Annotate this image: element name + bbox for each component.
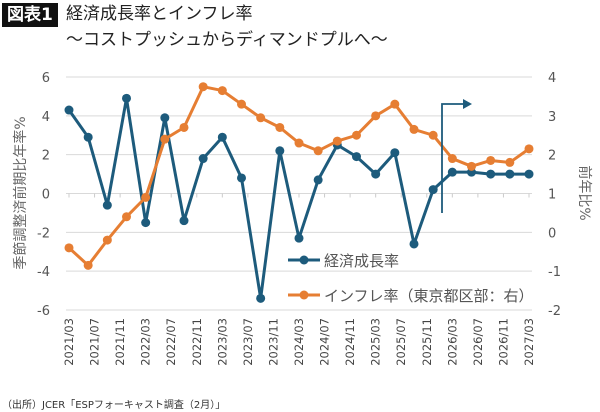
data-point (102, 200, 112, 210)
data-point (352, 130, 361, 140)
data-point (409, 124, 419, 134)
x-tick-label: 2026/11 (496, 318, 510, 366)
data-point (428, 130, 438, 140)
data-point (141, 218, 151, 228)
y-right-tick-label: -2 (548, 304, 561, 319)
y-left-tick-label: -6 (37, 304, 50, 319)
data-point (217, 86, 227, 96)
data-point (447, 167, 457, 177)
data-point (160, 113, 170, 123)
data-point (486, 169, 496, 179)
x-tick-label: 2022/11 (190, 318, 204, 366)
data-point (275, 122, 285, 132)
data-point (447, 154, 457, 164)
x-tick-label: 2025/07 (394, 318, 408, 366)
x-tick-label: 2022/03 (139, 318, 153, 366)
data-point (486, 155, 496, 165)
legend-label: インフレ率（東京都区部：右） (324, 287, 534, 305)
chart-title: 経済成長率とインフレ率 (66, 4, 253, 24)
data-point (390, 99, 400, 109)
y-right-tick-label: 2 (548, 149, 556, 164)
x-tick-label: 2021/07 (88, 318, 102, 366)
data-point (256, 293, 266, 303)
y-left-tick-label: 0 (42, 188, 50, 203)
forecast-arrow-head (463, 99, 472, 109)
data-point (390, 148, 400, 158)
data-point (524, 144, 534, 154)
data-point (179, 216, 189, 226)
x-tick-label: 2024/07 (318, 318, 332, 366)
y-left-axis-label: 季節調整済前期比年率% (12, 116, 29, 269)
legend-label: 経済成長率 (324, 252, 399, 270)
y-left-tick-label: 6 (42, 71, 50, 86)
x-tick-label: 2027/03 (522, 318, 536, 366)
data-point (256, 113, 266, 123)
data-point (179, 122, 189, 132)
data-point (505, 169, 515, 179)
data-point (83, 260, 93, 270)
source-note: （出所）JCER「ESPフォーキャスト調査（2月）」 (2, 400, 226, 411)
data-point (371, 111, 381, 121)
x-tick-label: 2025/03 (369, 318, 383, 366)
data-point (313, 175, 323, 185)
data-point (428, 185, 438, 195)
y-right-tick-label: 3 (548, 110, 556, 125)
y-right-tick-label: -1 (548, 265, 561, 280)
y-right-tick-label: 4 (548, 71, 556, 86)
legend-marker (299, 255, 309, 265)
data-point (83, 132, 93, 142)
series-line-0 (67, 96, 529, 300)
x-tick-label: 2025/11 (420, 318, 434, 366)
data-point (332, 136, 342, 146)
data-point (505, 157, 515, 167)
x-tick-label: 2024/11 (343, 318, 357, 366)
x-tick-label: 2022/07 (164, 318, 178, 366)
data-point (64, 105, 74, 115)
y-right-axis-label: 前年比% (576, 165, 593, 220)
data-point (217, 132, 227, 142)
x-tick-label: 2021/03 (62, 318, 76, 366)
data-point (294, 138, 304, 148)
data-point (467, 161, 476, 171)
x-tick-label: 2023/07 (241, 318, 255, 366)
data-point (122, 212, 131, 222)
data-point (237, 99, 246, 109)
x-tick-label: 2021/11 (113, 318, 127, 366)
figure-badge: 図表1 (2, 3, 58, 27)
data-point (371, 169, 381, 179)
data-point (64, 243, 74, 253)
data-point (313, 146, 323, 156)
forecast-arrow-line (441, 103, 465, 213)
data-point (141, 192, 151, 202)
data-point (352, 152, 361, 162)
data-point (102, 235, 112, 245)
data-point (294, 233, 304, 243)
x-tick-label: 2023/03 (215, 318, 229, 366)
x-tick-label: 2024/03 (292, 318, 306, 366)
x-tick-label: 2026/03 (445, 318, 459, 366)
y-right-tick-label: 0 (548, 226, 556, 241)
data-point (237, 173, 246, 183)
y-left-tick-label: -4 (37, 265, 50, 280)
chart-subtitle: 〜コストプッシュからディマンドプルへ〜 (66, 30, 388, 50)
data-point (198, 82, 208, 92)
y-right-tick-label: 1 (548, 188, 556, 203)
data-point (122, 93, 131, 103)
data-point (160, 134, 170, 144)
y-left-tick-label: 2 (42, 149, 50, 164)
x-tick-label: 2023/11 (266, 318, 280, 366)
data-point (198, 154, 208, 164)
x-tick-label: 2026/07 (471, 318, 485, 366)
y-left-tick-label: -2 (37, 226, 50, 241)
data-point (275, 146, 285, 156)
data-point (409, 239, 419, 249)
y-left-tick-label: 4 (42, 110, 50, 125)
legend-marker (299, 290, 309, 300)
data-point (524, 169, 534, 179)
